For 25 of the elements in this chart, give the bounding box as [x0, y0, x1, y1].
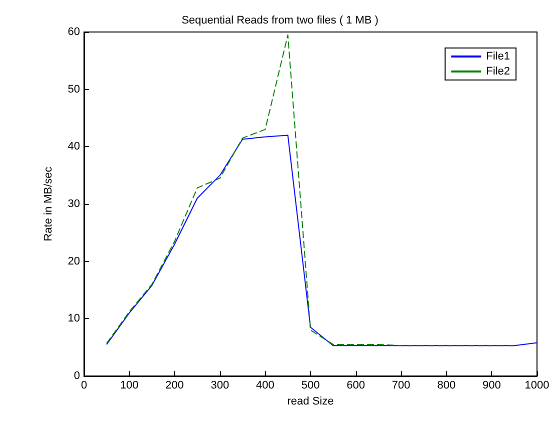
x-tick-label: 200 — [165, 380, 184, 392]
y-tick-label: 30 — [68, 198, 80, 210]
y-tick-label: 10 — [68, 312, 80, 325]
x-tick-label: 900 — [482, 380, 501, 392]
line-series — [106, 34, 515, 346]
x-tick-label: 400 — [256, 380, 274, 392]
y-axis-title: Rate in MB/sec — [42, 166, 54, 242]
y-tick-label: 40 — [68, 140, 80, 153]
chart-title: Sequential Reads from two files ( 1 MB ) — [182, 14, 378, 26]
x-tick-label: 300 — [210, 380, 230, 392]
x-tick-label: 1000 — [524, 380, 550, 392]
y-tick-label: 20 — [68, 255, 80, 268]
line-series — [106, 134, 538, 346]
y-tick-label: 60 — [68, 26, 80, 38]
x-tick-label: 800 — [437, 380, 456, 392]
legend-label: File2 — [486, 66, 510, 78]
y-tick-label: 0 — [74, 370, 80, 382]
y-tick-label: 50 — [68, 83, 80, 96]
legend-label: File1 — [486, 50, 510, 62]
x-tick-label: 600 — [346, 380, 365, 392]
x-tick-label: 0 — [80, 380, 88, 392]
x-tick-label: 500 — [301, 380, 320, 392]
x-axis-title: read Size — [287, 395, 334, 408]
x-tick-label: 100 — [120, 380, 138, 392]
x-tick-label: 700 — [392, 380, 410, 392]
